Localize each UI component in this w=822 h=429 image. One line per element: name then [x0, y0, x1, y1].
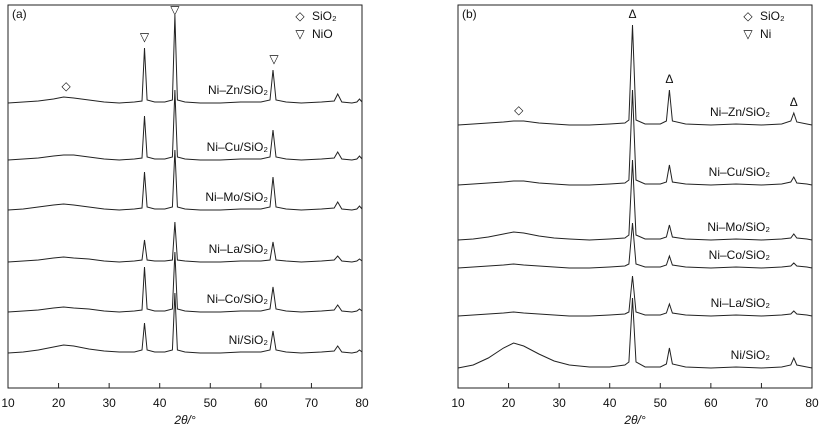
legend-label: NiO — [312, 27, 333, 41]
x-tick-label: 40 — [153, 396, 167, 410]
x-tick-label: 80 — [805, 396, 819, 410]
peak-marker: ◇ — [62, 79, 72, 93]
x-tick-label: 10 — [1, 396, 15, 410]
series-label: Ni–Cu/SiO₂ — [709, 165, 771, 179]
peak-marker: ▽ — [269, 52, 279, 66]
peak-marker: ◇ — [514, 103, 524, 117]
legend-symbol: ◇ — [295, 9, 305, 23]
xrd-trace — [457, 24, 813, 126]
legend-label: Ni — [760, 27, 771, 41]
panel-label: (a) — [12, 7, 27, 21]
series-label: Ni–Mo/SiO₂ — [707, 220, 770, 234]
series-label: Ni–Co/SiO₂ — [207, 292, 269, 306]
series-label: Ni–La/SiO₂ — [209, 242, 269, 256]
series-label: Ni–Zn/SiO₂ — [710, 105, 770, 119]
xrd-trace — [457, 297, 813, 369]
series-label: Ni–Cu/SiO₂ — [207, 140, 269, 154]
peak-marker: Δ — [665, 72, 673, 86]
xrd-trace — [7, 292, 363, 354]
series-label: Ni/SiO₂ — [731, 348, 771, 362]
series-label: Ni–La/SiO₂ — [711, 296, 771, 310]
series-label: Ni/SiO₂ — [229, 333, 269, 347]
x-tick-label: 80 — [355, 396, 369, 410]
peak-marker: Δ — [790, 95, 798, 109]
peak-marker: ▽ — [140, 30, 150, 44]
legend-label: SiO₂ — [312, 9, 337, 23]
peak-marker: Δ — [628, 7, 636, 21]
xrd-trace — [457, 275, 813, 317]
xrd-trace — [457, 89, 813, 186]
x-tick-label: 30 — [102, 396, 116, 410]
x-tick-label: 40 — [603, 396, 617, 410]
x-tick-label: 10 — [451, 396, 465, 410]
x-tick-label: 70 — [305, 396, 319, 410]
xrd-trace — [7, 221, 363, 263]
legend-symbol: ▽ — [295, 27, 305, 41]
x-tick-label: 50 — [654, 396, 668, 410]
x-tick-label: 30 — [552, 396, 566, 410]
x-tick-label: 70 — [755, 396, 769, 410]
x-tick-label: 50 — [204, 396, 218, 410]
series-label: Ni–Zn/SiO₂ — [208, 83, 268, 97]
legend-symbol: ▽ — [743, 27, 753, 41]
plot-frame — [457, 4, 813, 389]
xrd-trace — [7, 14, 363, 104]
peak-marker: ▽ — [170, 3, 180, 17]
legend-symbol: ◇ — [743, 9, 753, 23]
x-tick-label: 60 — [704, 396, 718, 410]
plot-frame — [7, 4, 363, 389]
panel-label: (b) — [462, 7, 477, 21]
legend-label: SiO₂ — [760, 9, 785, 23]
series-label: Ni–Co/SiO₂ — [709, 248, 771, 262]
x-tick-label: 20 — [52, 396, 66, 410]
xrd-trace — [457, 222, 813, 269]
xrd-trace — [7, 89, 363, 161]
xrd-trace — [7, 251, 363, 313]
xrd-trace — [457, 159, 813, 241]
xrd-trace — [7, 149, 363, 211]
x-tick-label: 60 — [254, 396, 268, 410]
x-tick-label: 20 — [502, 396, 516, 410]
series-label: Ni–Mo/SiO₂ — [205, 190, 268, 204]
x-axis-label: 2θ/° — [623, 413, 646, 427]
x-axis-label: 2θ/° — [173, 413, 196, 427]
